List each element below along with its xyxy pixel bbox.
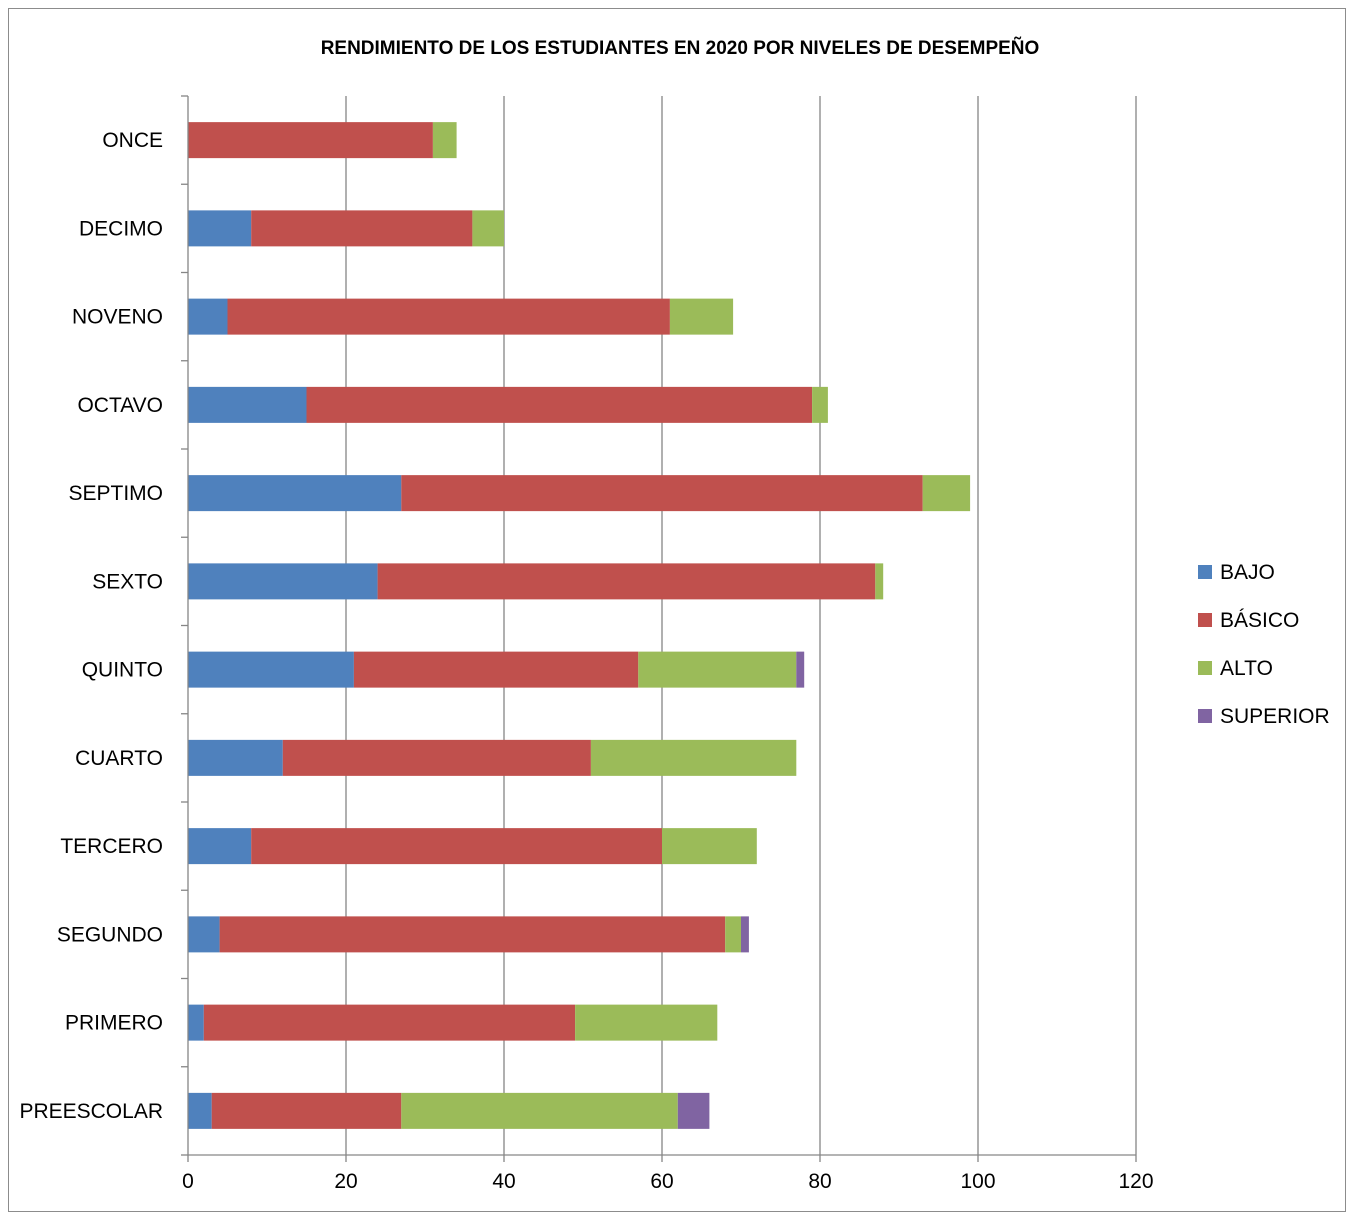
category-label: TERCERO bbox=[60, 835, 163, 858]
bar-alto bbox=[725, 916, 741, 953]
bar-alto bbox=[812, 386, 828, 423]
bar-basico bbox=[251, 828, 662, 865]
chart-title: RENDIMIENTO DE LOS ESTUDIANTES EN 2020 P… bbox=[321, 37, 1040, 59]
bar-bajo bbox=[188, 475, 402, 512]
bar-bajo bbox=[188, 1004, 204, 1041]
category-label: DECIMO bbox=[79, 217, 163, 240]
x-tick-label: 20 bbox=[334, 1170, 357, 1193]
legend-label: BÁSICO bbox=[1220, 609, 1299, 632]
bar-alto bbox=[432, 122, 457, 159]
bar-basico bbox=[282, 739, 591, 776]
category-label: SEPTIMO bbox=[68, 482, 163, 505]
x-tick-label: 120 bbox=[1118, 1170, 1153, 1193]
x-tick-label: 0 bbox=[182, 1170, 194, 1193]
bar-alto bbox=[638, 651, 797, 688]
axes: 0 20 40 60 80 100 120 ONCE DECIMO NOVENO OCTAVO SEP… bbox=[19, 95, 1154, 1193]
bar-superior bbox=[741, 916, 749, 953]
category-label: PREESCOLAR bbox=[19, 1100, 163, 1123]
bar-basico bbox=[251, 210, 473, 247]
bar-basico bbox=[353, 651, 639, 688]
bar-alto bbox=[575, 1004, 718, 1041]
bar-alto bbox=[669, 298, 734, 335]
bar-bajo bbox=[188, 298, 228, 335]
bar-alto bbox=[590, 739, 797, 776]
bar-alto bbox=[875, 563, 884, 600]
legend-label: SUPERIOR bbox=[1220, 705, 1330, 728]
bar-alto bbox=[662, 828, 757, 865]
x-tick-label: 40 bbox=[492, 1170, 515, 1193]
legend-label: ALTO bbox=[1220, 657, 1273, 680]
category-label: QUINTO bbox=[82, 659, 163, 682]
bar-basico bbox=[188, 122, 433, 159]
category-label: NOVENO bbox=[72, 306, 163, 329]
legend-swatch bbox=[1198, 565, 1212, 579]
bar-basico bbox=[306, 386, 813, 423]
bar-superior bbox=[677, 1092, 710, 1129]
bar-bajo bbox=[188, 563, 378, 600]
bar-bajo bbox=[188, 651, 354, 688]
bar-bajo bbox=[188, 739, 283, 776]
bar-basico bbox=[377, 563, 876, 600]
bar-alto bbox=[922, 475, 971, 512]
category-label: SEXTO bbox=[92, 570, 163, 593]
legend-label: BAJO bbox=[1220, 561, 1275, 584]
gridlines bbox=[345, 96, 1137, 1155]
legend: BAJO BÁSICO ALTO SUPERIOR bbox=[1198, 561, 1330, 728]
bar-basico bbox=[401, 475, 923, 512]
legend-swatch bbox=[1198, 613, 1212, 627]
legend-swatch bbox=[1198, 709, 1212, 723]
x-tick-label: 100 bbox=[960, 1170, 995, 1193]
bar-superior bbox=[796, 651, 805, 688]
bar-alto bbox=[401, 1092, 678, 1129]
bar-basico bbox=[211, 1092, 402, 1129]
bars bbox=[188, 122, 971, 1129]
x-tick-label: 60 bbox=[650, 1170, 673, 1193]
bar-bajo bbox=[188, 916, 220, 953]
bar-bajo bbox=[188, 210, 252, 247]
bar-bajo bbox=[188, 828, 252, 865]
bar-basico bbox=[227, 298, 670, 335]
bar-bajo bbox=[188, 1092, 212, 1129]
x-tick-label: 80 bbox=[808, 1170, 831, 1193]
bar-basico bbox=[219, 916, 726, 953]
category-label: CUARTO bbox=[75, 747, 163, 770]
bar-bajo bbox=[188, 386, 307, 423]
legend-swatch bbox=[1198, 661, 1212, 675]
category-label: ONCE bbox=[102, 129, 163, 152]
category-label: OCTAVO bbox=[77, 394, 163, 417]
bar-basico bbox=[203, 1004, 576, 1041]
category-label: SEGUNDO bbox=[57, 923, 163, 946]
category-label: PRIMERO bbox=[65, 1012, 163, 1035]
bar-alto bbox=[472, 210, 504, 247]
